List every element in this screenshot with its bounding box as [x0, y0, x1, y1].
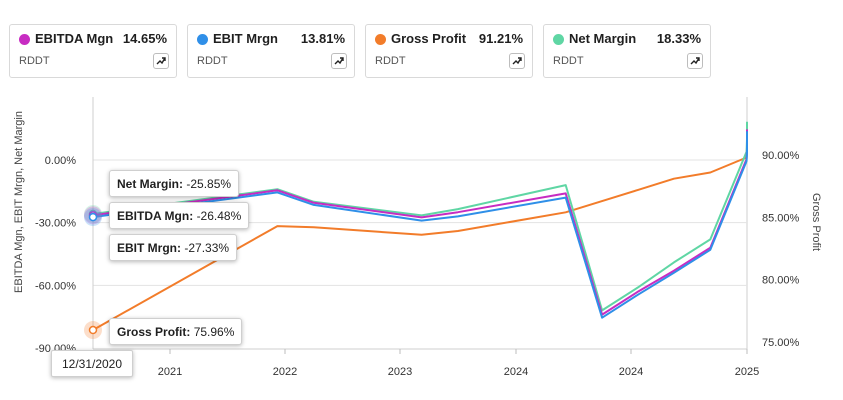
tooltip-label: Net Margin: — [117, 177, 183, 191]
tooltip-ebitda: EBITDA Mgn: -26.48% — [109, 202, 250, 229]
metric-card-net-margin[interactable]: Net Margin 18.33% RDDT — [543, 24, 711, 78]
metric-value: 91.21% — [478, 31, 523, 46]
trend-icon[interactable] — [331, 53, 347, 69]
metric-label: Net Margin — [569, 31, 637, 46]
x-tick-label: 2024 — [504, 366, 528, 378]
metric-label: EBITDA Mgn — [35, 31, 114, 46]
left-tick-label: -30.00% — [35, 218, 76, 230]
left-axis-label: EBITDA Mgn, EBIT Mrgn, Net Margin — [13, 111, 25, 293]
tooltip-date: 12/31/2020 — [51, 350, 133, 377]
metric-card-gross-profit[interactable]: Gross Profit 91.21% RDDT — [365, 24, 533, 78]
trend-icon[interactable] — [509, 53, 525, 69]
tooltip-ebit: EBIT Mrgn: -27.33% — [109, 234, 238, 261]
x-tick-label: 2025 — [735, 366, 759, 378]
left-tick-label: 0.00% — [45, 155, 76, 167]
series-dot — [197, 34, 208, 45]
x-tick-label: 2024 — [619, 366, 643, 378]
right-tick-label: 85.00% — [762, 212, 800, 224]
metric-value: 14.65% — [122, 31, 167, 46]
metric-value: 18.33% — [656, 31, 701, 46]
tooltip-label: Gross Profit: — [117, 325, 191, 339]
tooltip-label: EBIT Mrgn: — [117, 241, 181, 255]
right-tick-label: 80.00% — [762, 275, 800, 287]
tooltip-value: -26.48% — [196, 209, 242, 223]
tooltip-gross-profit: Gross Profit: 75.96% — [109, 318, 243, 345]
tooltip-value: -25.85% — [186, 177, 232, 191]
tooltip-label: EBITDA Mgn: — [117, 209, 194, 223]
right-tick-label: 90.00% — [762, 150, 800, 162]
tooltip-net-margin: Net Margin: -25.85% — [109, 170, 240, 197]
tooltip-value: 75.96% — [193, 325, 235, 339]
series-dot — [19, 34, 30, 45]
metric-ticker: RDDT — [197, 55, 228, 67]
metric-ticker: RDDT — [375, 55, 406, 67]
right-axis-label: Gross Profit — [810, 193, 822, 251]
metric-card-ebitda[interactable]: EBITDA Mgn 14.65% RDDT — [9, 24, 177, 78]
metric-card-ebit[interactable]: EBIT Mrgn 13.81% RDDT — [187, 24, 355, 78]
trend-icon[interactable] — [153, 53, 169, 69]
tooltip-value: -27.33% — [184, 241, 230, 255]
metric-value: 13.81% — [300, 31, 345, 46]
metric-label: Gross Profit — [391, 31, 467, 46]
trend-icon[interactable] — [687, 53, 703, 69]
x-tick-label: 2021 — [158, 366, 182, 378]
metric-label: EBIT Mrgn — [213, 31, 278, 46]
metric-ticker: RDDT — [553, 55, 584, 67]
x-tick-label: 2022 — [273, 366, 297, 378]
x-tick-label: 2023 — [388, 366, 412, 378]
metric-ticker: RDDT — [19, 55, 50, 67]
right-tick-label: 75.00% — [762, 337, 800, 349]
hover-marker — [88, 325, 98, 335]
series-dot — [375, 34, 386, 45]
series-line-ebit-mrgn — [92, 131, 748, 319]
series-dot — [553, 34, 564, 45]
hover-marker — [88, 212, 98, 222]
left-tick-label: -60.00% — [35, 280, 76, 292]
